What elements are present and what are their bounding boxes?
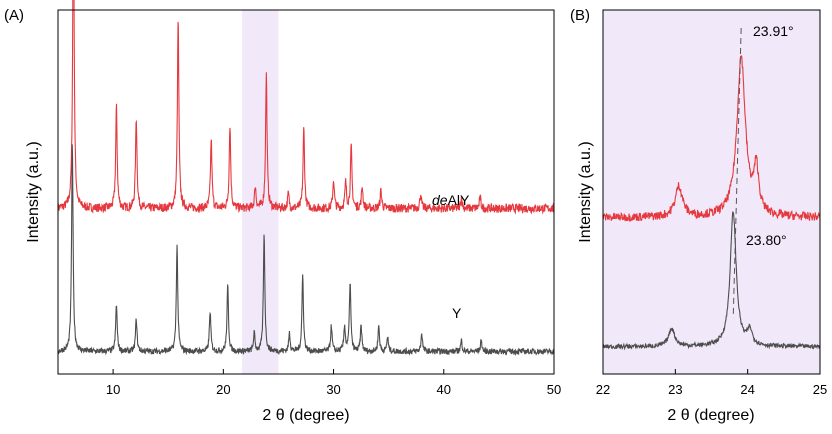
panel-a-x-axis-label: 2 θ (degree) [262,407,349,424]
panel-a-frame [57,9,555,375]
panel-b-background [603,10,820,374]
x-tick-label: 40 [437,382,451,397]
panel-a-label-dealy: deAlY [432,192,470,208]
series-line-y [602,211,821,351]
x-tick-label: 23 [668,382,682,397]
x-tick-label: 22 [596,382,610,397]
panel-b: 22 23 24 25 (B) 2 θ (degree) Intensity (a.u… [570,7,827,424]
x-tick-label: 10 [106,382,120,397]
panel-a-highlight-band [242,10,279,374]
panel-a-y-axis-label: Intensity (a.u.) [25,141,42,242]
panel-b-ticks: 22 23 24 25 [596,369,827,397]
peak-annotation-dealy: 23.91° [753,23,794,39]
panel-a-series-layer [57,0,555,357]
x-tick-label: 50 [547,382,561,397]
panel-b-label: (B) [570,7,590,24]
panel-b-y-axis-label: Intensity (a.u.) [577,141,594,242]
panel-b-reference-line [732,27,742,319]
panel-a-label-y: Y [452,305,462,321]
panel-a-label: (A) [4,7,24,24]
x-tick-label: 25 [813,382,827,397]
panel-a-ticks: 10 20 30 40 50 [106,369,561,397]
x-tick-label: 24 [740,382,754,397]
series-line-dealy [602,55,821,222]
panel-b-x-axis-label: 2 θ (degree) [667,407,754,424]
series-line-dealy [57,0,555,215]
x-tick-label: 30 [326,382,340,397]
series-line-y [57,144,555,357]
peak-annotation-y: 23.80° [746,232,787,248]
panel-b-frame [602,9,821,375]
panel-a: 10 20 30 40 50 (A) 2 θ (degree) Intensity (a… [4,0,561,424]
x-tick-label: 20 [216,382,230,397]
panel-b-series-layer [602,55,821,351]
